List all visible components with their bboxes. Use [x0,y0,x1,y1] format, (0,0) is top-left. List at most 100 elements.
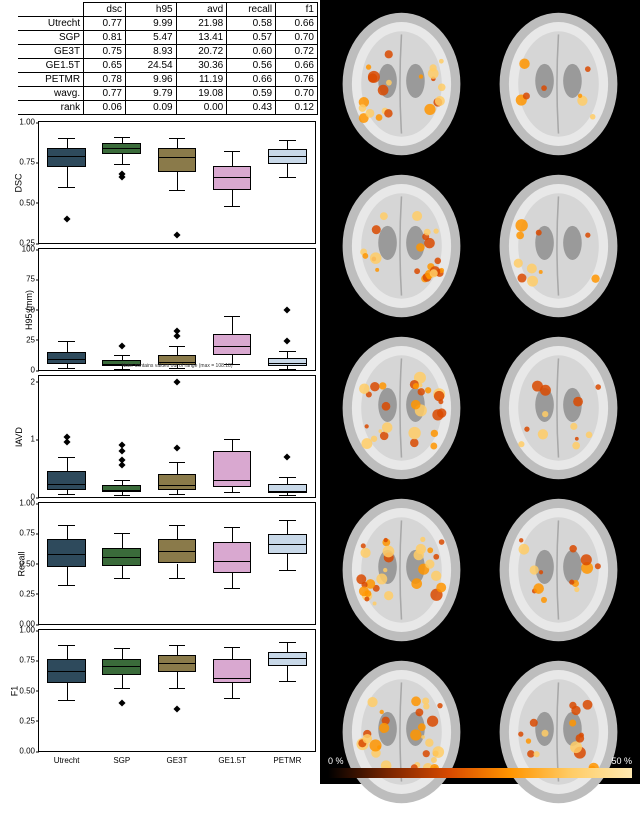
box-group [205,122,260,243]
y-tick: 1 [31,435,35,444]
brain-icon [481,166,636,326]
brain-icon [324,490,479,650]
box-group [149,630,204,751]
box-group [94,630,149,751]
outlier [118,699,125,706]
box-group [39,630,94,751]
table-row: PETMR0.789.9611.190.660.76 [18,73,318,87]
box-group [149,249,204,370]
outlier [118,456,125,463]
brain-slice [481,328,636,488]
table-header: h95 [125,3,176,17]
y-tick: 1.00 [19,626,35,635]
outlier [118,342,125,349]
x-tick: GE1.5T [205,756,260,765]
y-tick: 0.50 [19,559,35,568]
table-row: rank0.060.090.000.430.12 [18,101,318,115]
brain-icon [324,166,479,326]
brain-icon [324,652,479,812]
box-group [260,376,315,497]
brain-icon [481,652,636,812]
y-tick: 0.50 [19,686,35,695]
outlier [284,306,291,313]
box-group [94,503,149,624]
table-row: Utrecht0.779.9921.980.580.66 [18,17,318,31]
box-group [39,249,94,370]
y-tick: 0.25 [19,589,35,598]
outlier [118,442,125,449]
table-row: SGP0.815.4713.410.570.70 [18,31,318,45]
box-group [149,376,204,497]
y-tick: 0.75 [19,158,35,167]
x-tick: GE3T [149,756,204,765]
box-group [205,376,260,497]
box-group [39,122,94,243]
brain-icon [481,490,636,650]
y-tick: 1.00 [19,118,35,127]
y-tick: 25 [26,335,35,344]
colorbar-max-label: 50 % [611,756,632,766]
brain-icon [324,4,479,164]
box-group [260,503,315,624]
y-tick: 0.50 [19,198,35,207]
table-row: GE1.5T0.6524.5430.360.560.66 [18,59,318,73]
x-tick: Utrecht [39,756,94,765]
brain-icon [324,328,479,488]
brain-slice [324,328,479,488]
y-tick: 0 [31,366,35,375]
brain-slice [324,166,479,326]
colorbar-min-label: 0 % [328,756,344,766]
outlier [63,215,70,222]
brain-icon [481,328,636,488]
brain-slice [324,652,479,812]
box-group [205,503,260,624]
box-group [94,249,149,370]
y-tick: 75 [26,275,35,284]
outlier [173,444,180,451]
box-group [94,122,149,243]
brain-slice [324,490,479,650]
metrics-table: dsch95avdrecallf1 Utrecht0.779.9921.980.… [18,2,318,115]
outlier [63,433,70,440]
box-group [260,630,315,751]
y-tick: 0.75 [19,529,35,538]
y-tick: 0.25 [19,716,35,725]
box-group [260,122,315,243]
table-header: avd [176,3,227,17]
outlier [173,231,180,238]
brain-slice [481,652,636,812]
boxplot-panel: DSC0.250.500.751.00 [38,121,316,244]
outlier [173,705,180,712]
brain-slice [324,4,479,164]
colorbar [328,768,632,778]
table-row: wavg.0.779.7919.080.590.70 [18,87,318,101]
boxplot-panel: Recall0.000.250.500.751.00 [38,502,316,625]
y-tick: 0.00 [19,747,35,756]
brain-panel: 0 % 50 % [320,0,640,784]
box-group [94,376,149,497]
brain-slice [481,166,636,326]
y-tick: 50 [26,305,35,314]
outlier [284,337,291,344]
box-group [39,376,94,497]
box-group [205,630,260,751]
box-group [149,503,204,624]
outlier [173,378,180,385]
box-group [39,503,94,624]
boxplot-panel: H95 (mm)0255075100Note: contains values … [38,248,316,371]
table-header: dsc [84,3,126,17]
brain-slice [481,4,636,164]
x-tick: SGP [94,756,149,765]
range-note: Note: contains values out of range (max … [39,363,315,369]
y-tick: 1.00 [19,499,35,508]
table-header [18,3,84,17]
table-row: GE3T0.758.9320.720.600.72 [18,45,318,59]
outlier [284,453,291,460]
y-tick: 2 [31,377,35,386]
left-column: dsch95avdrecallf1 Utrecht0.779.9921.980.… [0,0,320,784]
table-header: recall [227,3,276,17]
table-header: f1 [276,3,318,17]
y-tick: 100 [22,245,35,254]
box-group [149,122,204,243]
boxplot-panel: F10.000.250.500.751.00UtrechtSGPGE3TGE1.… [38,629,316,752]
